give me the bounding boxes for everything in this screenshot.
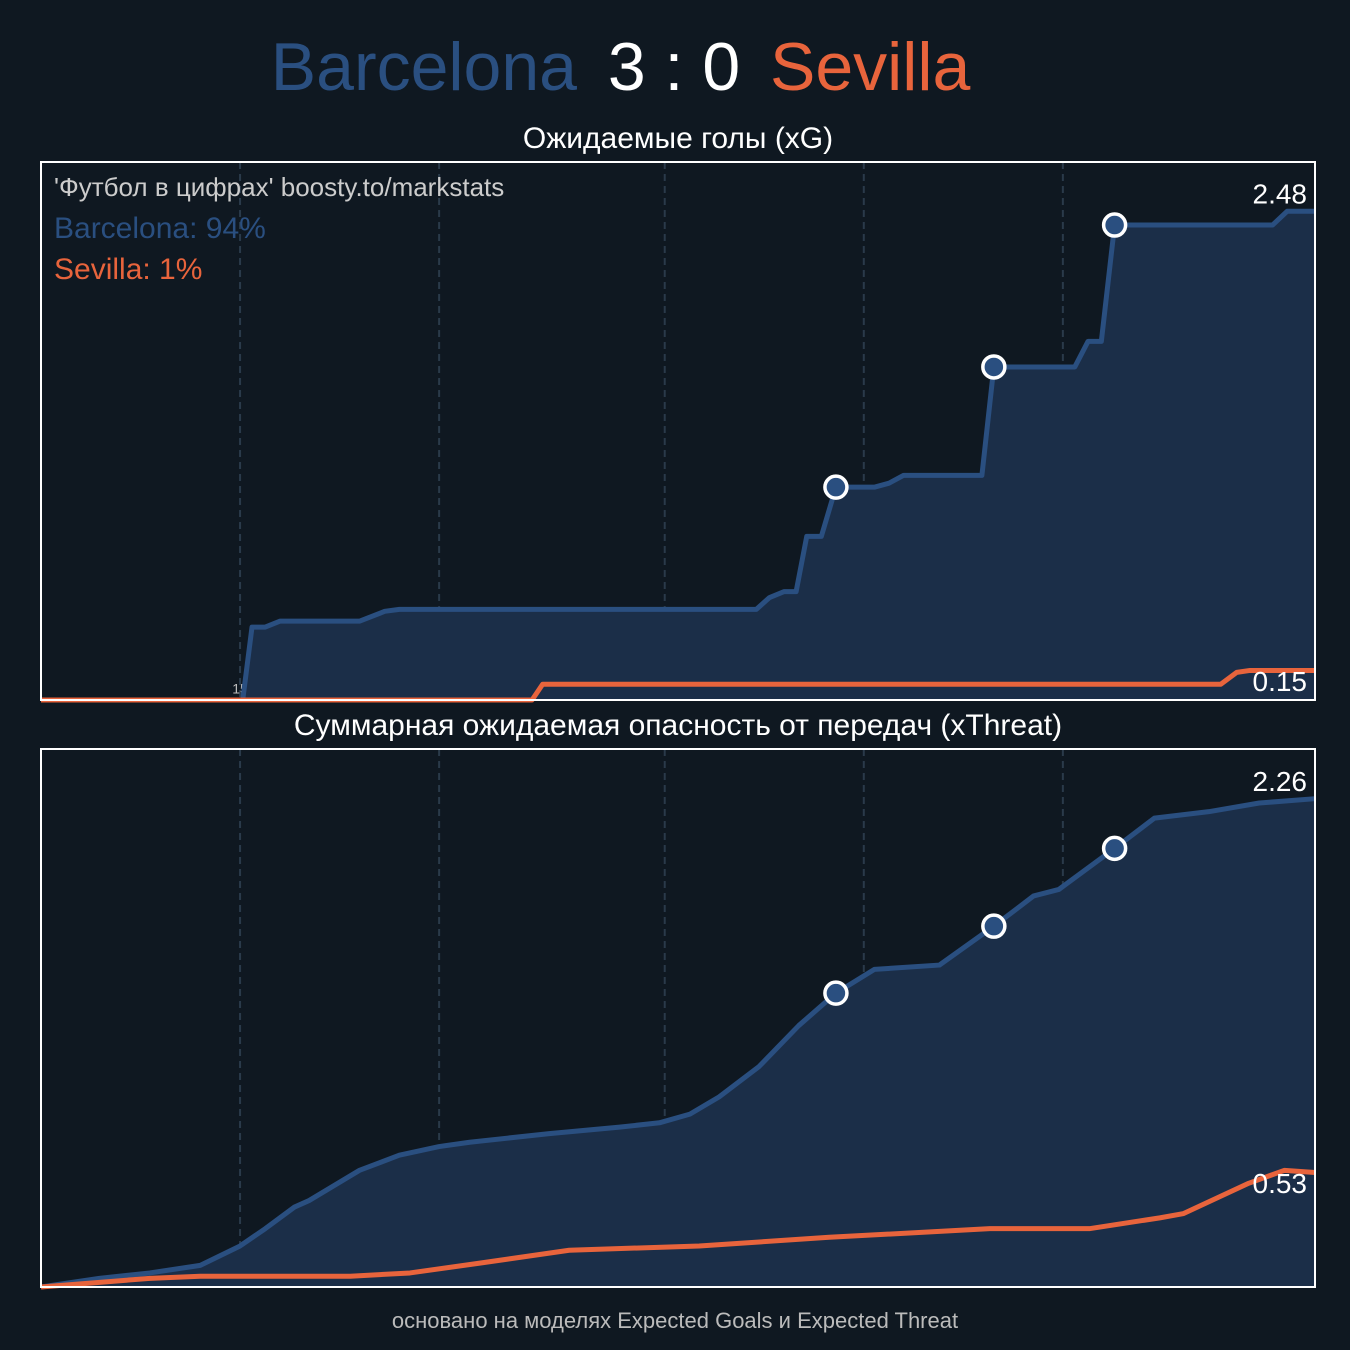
goal-marker [1101,212,1128,238]
frame [40,161,1316,701]
end-label: 0.15 [1253,666,1308,697]
watermark: 'Футбол в цифрах' boosty.to/markstats [54,172,504,202]
line [40,1167,1316,1290]
legend-label: Barcelona: 94% [54,212,266,245]
end-label: 0.53 [1253,1168,1308,1199]
chart-title: Суммарная ожидаемая опасность от передач… [294,709,1062,742]
chart-title: Ожидаемые голы (xG) [523,122,833,155]
end-label: 2.48 [1253,179,1308,210]
footer: основано на моделях Expected Goals и Exp… [392,1308,958,1333]
away-team: Sevilla [770,29,970,105]
goal-marker [1101,835,1128,862]
line [40,796,1316,1290]
line [41,208,1315,703]
legend-label: Sevilla: 1% [54,253,202,286]
frame [40,748,1316,1288]
goal-marker [981,913,1007,939]
area [41,211,1315,700]
score: 3 : 0 [608,29,740,105]
goal-marker [981,354,1007,380]
end-label: 2.26 [1253,766,1308,797]
home-team: Barcelona [271,29,577,105]
area [41,798,1315,1287]
goal-marker [823,980,849,1006]
goal-marker [823,474,849,500]
